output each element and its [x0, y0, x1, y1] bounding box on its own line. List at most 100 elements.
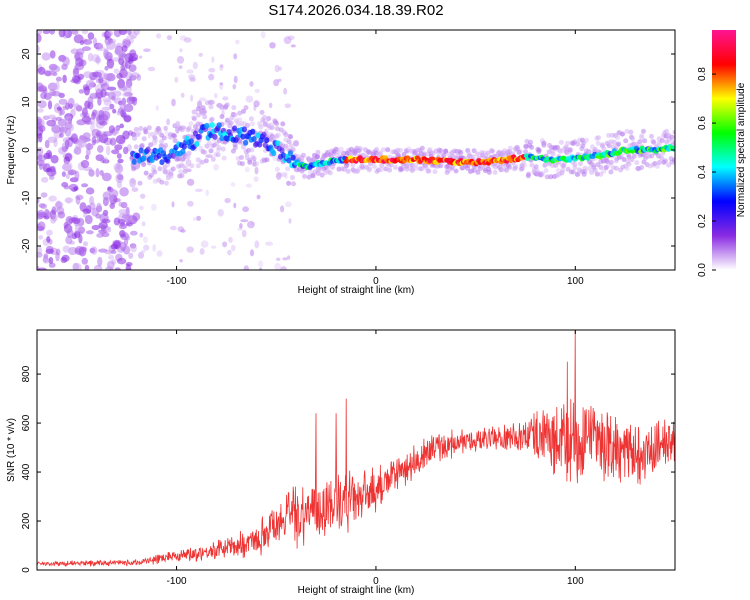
y-tick-label: 0: [21, 567, 32, 573]
spectrogram-cell: [62, 245, 71, 253]
spectrogram-cell: [244, 166, 250, 173]
spectrogram-cell: [105, 145, 111, 156]
spectrogram-cell: [47, 70, 57, 76]
spectrogram-cell: [268, 102, 273, 109]
spectrogram-cell: [232, 112, 238, 118]
spectrogram-cell: [119, 101, 126, 111]
spectrogram-cell: [357, 146, 363, 151]
spectrogram-cell: [199, 159, 205, 165]
spectrogram-cell: [333, 146, 339, 152]
spectrogram-cell: [61, 171, 66, 177]
spectrogram-cell: [438, 163, 444, 169]
spectrogram-cell: [432, 169, 438, 175]
spectrogram-cell: [146, 125, 152, 131]
spectrogram-cell: [568, 147, 573, 153]
spectrogram-cell: [141, 162, 147, 168]
spectrogram-cell: [92, 71, 102, 78]
spectrogram-cell: [179, 173, 185, 179]
spectrogram-cell: [489, 148, 495, 154]
spectrogram-cell: [444, 168, 450, 173]
spectrogram-cell: [83, 241, 88, 247]
spectrogram-cell: [41, 176, 49, 183]
spectrogram-cell: [115, 42, 124, 52]
spectrogram-cell: [219, 104, 225, 110]
spectrogram-cell: [139, 55, 143, 59]
spectrogram-cell: [192, 61, 198, 70]
spectrogram-cell: [259, 267, 263, 270]
spectrogram-cell: [275, 257, 281, 261]
spectrogram-cell: [335, 150, 341, 156]
colorbar-label: Normalized spectral amplitude: [736, 82, 747, 217]
spectrogram-cell: [601, 146, 607, 152]
spectrogram-cell: [327, 170, 333, 176]
spectrogram-x-ticks: -100 0 100: [167, 30, 584, 287]
spectrogram-cell: [179, 48, 183, 53]
spectrogram-cell: [603, 165, 609, 171]
spectrogram-cell: [220, 146, 226, 152]
spectrogram-cell: [534, 167, 540, 173]
spectrogram-cell: [290, 175, 295, 180]
spectrogram-cell: [104, 249, 114, 255]
spectrogram-cell: [65, 215, 74, 225]
spectrogram-cell: [210, 245, 217, 249]
spectrogram-cell: [157, 128, 162, 134]
colorbar-ticks: 0.0 0.2 0.4 0.6 0.8: [697, 67, 716, 277]
spectrogram-cell: [251, 136, 257, 142]
spectrogram-cell: [90, 246, 98, 255]
x-tick-label: 100: [567, 276, 584, 287]
spectrogram-cell: [414, 155, 420, 161]
spectrogram-cell: [283, 132, 289, 137]
spectrogram-cell: [102, 131, 107, 139]
spectrogram-cell: [55, 248, 61, 256]
spectrogram-cell: [277, 78, 282, 83]
spectrogram-cell: [280, 205, 285, 213]
spectrogram-cell: [310, 173, 316, 179]
spectrogram-cell: [438, 148, 444, 153]
spectrogram-cell: [536, 147, 542, 153]
spectrogram-cell: [592, 167, 598, 173]
spectrogram-cell: [42, 30, 51, 35]
spectrogram-cell: [188, 138, 194, 145]
spectrogram-cell: [284, 201, 292, 208]
spectrogram-cell: [81, 183, 89, 188]
colorbar-tick-label: 0.6: [697, 116, 708, 130]
spectrogram-cell: [74, 224, 81, 233]
spectrogram-cell: [204, 100, 210, 106]
spectrogram-cell: [274, 64, 280, 73]
spectrogram-cell: [600, 142, 605, 148]
spectrogram-cell: [137, 180, 143, 186]
spectrogram-cell: [138, 126, 144, 131]
spectrogram-cell: [117, 257, 127, 265]
x-tick-label: 0: [373, 576, 379, 587]
spectrogram-cell: [174, 76, 179, 83]
spectrogram-cell: [671, 147, 675, 152]
spectrogram-cell: [172, 138, 178, 144]
spectrogram-cell: [175, 120, 181, 126]
spectrogram-cell: [249, 121, 255, 127]
spectrogram-cell: [48, 257, 54, 264]
spectrogram-cell: [85, 148, 91, 156]
spectrogram-cell: [269, 125, 275, 131]
spectrogram-cell: [186, 150, 192, 156]
spectrogram-cell: [183, 166, 189, 172]
spectrogram-cell: [620, 131, 625, 137]
spectrogram-cell: [136, 74, 142, 81]
spectrogram-cell: [95, 130, 103, 137]
spectrogram-cell: [166, 118, 171, 126]
spectrogram-cell: [191, 116, 197, 122]
spectrogram-cell: [152, 244, 157, 252]
spectrogram-cell: [152, 169, 158, 175]
spectrogram-cell: [45, 210, 52, 219]
spectrogram-cell: [543, 168, 549, 174]
spectrogram-cell: [243, 105, 249, 111]
spectrogram-cell: [37, 66, 46, 75]
spectrogram-cell: [84, 214, 93, 225]
spectrogram-cell: [62, 56, 70, 67]
spectrogram-cell: [98, 121, 108, 126]
spectrogram-cell: [99, 170, 104, 176]
spectrogram-cell: [117, 174, 123, 179]
spectrogram-cell: [526, 171, 532, 177]
spectrogram-cell: [219, 82, 223, 86]
spectrogram-cell: [101, 172, 112, 182]
spectrogram-cell: [133, 144, 139, 150]
